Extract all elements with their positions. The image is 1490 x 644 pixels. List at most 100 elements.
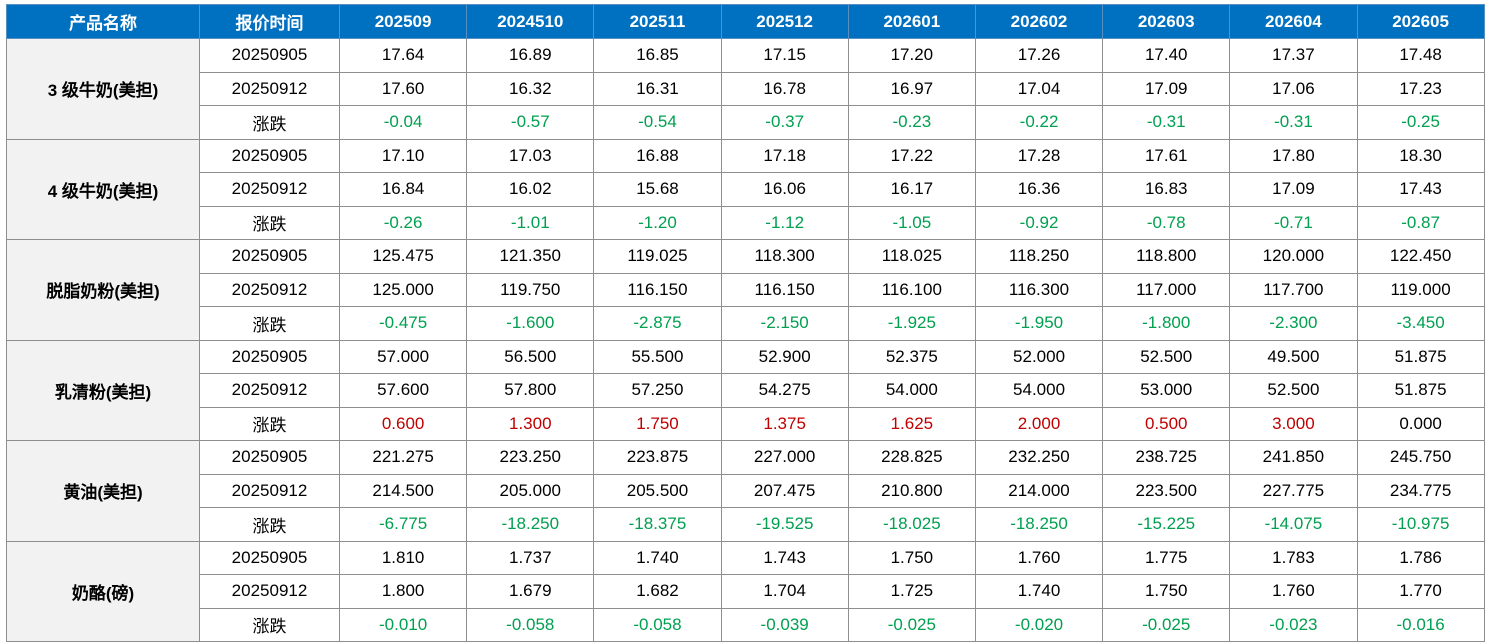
dairy-price-table: 产品名称 报价时间 202509 2024510 202511 202512 202601 2… — [6, 4, 1485, 642]
product-name-cell: 奶酪(磅) — [6, 540, 200, 642]
change-cell: -0.04 — [338, 105, 468, 140]
quote-date-cell: 20250912 — [199, 272, 340, 307]
change-cell: 1.625 — [847, 406, 976, 441]
price-cell: 17.15 — [720, 38, 849, 73]
price-cell: 56.500 — [466, 339, 595, 374]
change-cell: -1.600 — [466, 306, 595, 341]
price-cell: 118.800 — [1102, 239, 1231, 274]
price-cell: 1.750 — [847, 540, 976, 575]
price-cell: 125.000 — [338, 272, 468, 307]
price-cell: 17.61 — [1102, 138, 1231, 173]
change-cell: -10.975 — [1356, 507, 1485, 542]
change-cell: 1.750 — [593, 406, 722, 441]
change-cell: -18.250 — [974, 507, 1104, 542]
price-cell: 1.682 — [593, 574, 722, 609]
change-cell: 0.000 — [1356, 406, 1485, 441]
quote-date-cell: 20250905 — [199, 239, 340, 274]
change-row: 涨跌 -0.04 -0.57 -0.54 -0.37 -0.23 -0.22 -0.31 -0.… — [7, 105, 1485, 140]
change-cell: -18.025 — [847, 507, 976, 542]
price-cell: 49.500 — [1229, 339, 1358, 374]
header-contract-3: 2024510 — [466, 4, 595, 39]
price-cell: 1.770 — [1356, 574, 1485, 609]
price-cell: 1.737 — [466, 540, 595, 575]
price-cell: 17.40 — [1102, 38, 1231, 73]
table-header: 产品名称 报价时间 202509 2024510 202511 202512 202601 2… — [6, 4, 1485, 39]
price-cell: 52.500 — [1229, 373, 1358, 408]
price-cell: 15.68 — [593, 172, 722, 207]
header-quote-time: 报价时间 — [199, 4, 340, 39]
table-row: 20250912 1.800 1.679 1.682 1.704 1.725 1.740 1.… — [7, 574, 1485, 609]
price-cell: 227.000 — [720, 440, 849, 475]
quote-date-cell: 20250912 — [199, 172, 340, 207]
price-cell: 17.22 — [847, 138, 976, 173]
change-label-cell: 涨跌 — [199, 406, 340, 441]
price-cell: 16.88 — [593, 138, 722, 173]
price-cell: 16.06 — [720, 172, 849, 207]
change-cell: -0.23 — [847, 105, 976, 140]
price-cell: 54.000 — [847, 373, 976, 408]
product-name-cell: 3 级牛奶(美担) — [6, 38, 200, 140]
price-cell: 118.250 — [974, 239, 1104, 274]
change-cell: -1.800 — [1102, 306, 1231, 341]
price-cell: 52.500 — [1102, 339, 1231, 374]
price-cell: 228.825 — [847, 440, 976, 475]
quote-date-cell: 20250912 — [199, 574, 340, 609]
price-cell: 16.36 — [974, 172, 1104, 207]
change-cell: -0.87 — [1356, 205, 1485, 240]
table-row: 20250912 16.84 16.02 15.68 16.06 16.17 16.36 16… — [7, 172, 1485, 207]
change-cell: -0.023 — [1229, 607, 1358, 642]
price-cell: 116.100 — [847, 272, 976, 307]
price-cell: 16.85 — [593, 38, 722, 73]
price-cell: 1.704 — [720, 574, 849, 609]
table-row: 20250912 125.000 119.750 116.150 116.150 116.… — [7, 272, 1485, 307]
price-cell: 119.750 — [466, 272, 595, 307]
price-cell: 234.775 — [1356, 473, 1485, 508]
price-cell: 16.89 — [466, 38, 595, 73]
change-cell: -0.54 — [593, 105, 722, 140]
price-cell: 16.97 — [847, 71, 976, 106]
price-cell: 16.31 — [593, 71, 722, 106]
change-cell: -2.300 — [1229, 306, 1358, 341]
price-cell: 52.000 — [974, 339, 1104, 374]
price-cell: 18.30 — [1356, 138, 1485, 173]
price-cell: 1.740 — [593, 540, 722, 575]
product-name-cell: 脱脂奶粉(美担) — [6, 239, 200, 341]
price-cell: 118.025 — [847, 239, 976, 274]
price-cell: 16.32 — [466, 71, 595, 106]
change-row: 涨跌 -0.475 -1.600 -2.875 -2.150 -1.925 -1.950 -1… — [7, 306, 1485, 341]
price-cell: 57.250 — [593, 373, 722, 408]
price-cell: 54.275 — [720, 373, 849, 408]
header-contract-6: 202601 — [847, 4, 976, 39]
price-cell: 17.37 — [1229, 38, 1358, 73]
change-cell: -0.78 — [1102, 205, 1231, 240]
price-cell: 1.725 — [847, 574, 976, 609]
change-cell: -0.37 — [720, 105, 849, 140]
change-cell: -0.025 — [847, 607, 976, 642]
price-cell: 17.06 — [1229, 71, 1358, 106]
price-cell: 116.300 — [974, 272, 1104, 307]
price-cell: 118.300 — [720, 239, 849, 274]
table-row: 20250912 214.500 205.000 205.500 207.475 210.… — [7, 473, 1485, 508]
price-cell: 17.26 — [974, 38, 1104, 73]
price-cell: 17.09 — [1229, 172, 1358, 207]
price-cell: 16.84 — [338, 172, 468, 207]
price-cell: 210.800 — [847, 473, 976, 508]
header-contract-2: 202509 — [338, 4, 468, 39]
change-cell: -0.31 — [1229, 105, 1358, 140]
price-cell: 17.60 — [338, 71, 468, 106]
price-cell: 238.725 — [1102, 440, 1231, 475]
change-cell: -0.039 — [720, 607, 849, 642]
price-cell: 1.740 — [974, 574, 1104, 609]
quote-date-cell: 20250905 — [199, 540, 340, 575]
price-cell: 1.760 — [974, 540, 1104, 575]
change-row: 涨跌 -0.010 -0.058 -0.058 -0.039 -0.025 -0.020 -0… — [7, 607, 1485, 642]
change-cell: -0.22 — [974, 105, 1104, 140]
quote-date-cell: 20250905 — [199, 339, 340, 374]
change-cell: -1.05 — [847, 205, 976, 240]
price-cell: 223.250 — [466, 440, 595, 475]
price-cell: 116.150 — [593, 272, 722, 307]
price-cell: 1.760 — [1229, 574, 1358, 609]
price-cell: 57.000 — [338, 339, 468, 374]
change-cell: -0.57 — [466, 105, 595, 140]
header-contract-8: 202603 — [1102, 4, 1231, 39]
